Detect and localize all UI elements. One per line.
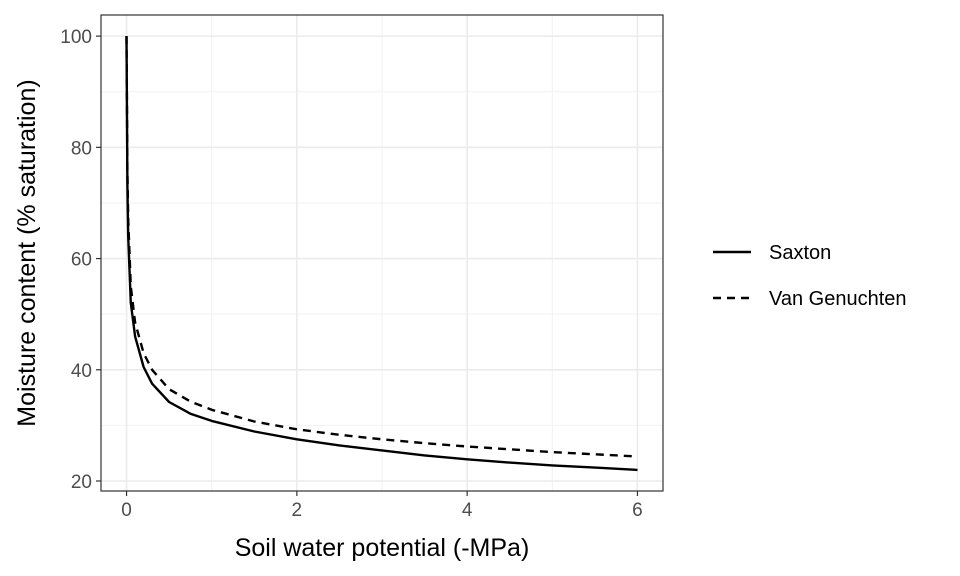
y-tick-label: 100 — [60, 27, 92, 48]
legend-label-saxton: Saxton — [769, 242, 831, 264]
legend-label-van-genuchten: Van Genuchten — [769, 288, 907, 310]
series-line-van-genuchten — [125, 36, 638, 458]
axis-layer: 0 2 4 6 20 40 60 80 100 — [60, 27, 642, 521]
series-line-saxton — [125, 36, 638, 472]
x-tick-label: 6 — [632, 500, 643, 521]
y-axis-title: Moisture content (% saturation) — [13, 79, 41, 426]
x-tick-label: 4 — [462, 500, 473, 521]
panel-border — [100, 14, 664, 492]
series-layer — [125, 36, 638, 472]
y-tick-label: 80 — [71, 138, 92, 159]
x-tick-label: 0 — [121, 500, 132, 521]
y-tick-label: 60 — [71, 250, 92, 271]
y-tick-label: 20 — [71, 472, 92, 493]
x-axis-title: Soil water potential (-MPa) — [235, 534, 530, 562]
y-tick-label: 40 — [71, 361, 92, 382]
legend: Saxton Van Genuchten — [713, 242, 907, 310]
grid-layer — [101, 15, 663, 491]
x-tick-label: 2 — [292, 500, 303, 521]
